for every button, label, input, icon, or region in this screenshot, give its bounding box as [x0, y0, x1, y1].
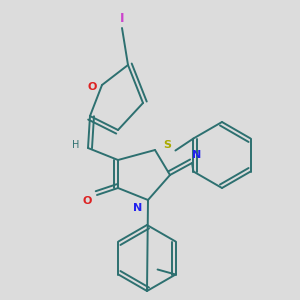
Text: O: O [82, 196, 92, 206]
Text: H: H [72, 140, 80, 150]
Text: N: N [134, 203, 142, 213]
Text: S: S [163, 140, 171, 150]
Text: O: O [87, 82, 97, 92]
Text: N: N [192, 150, 202, 160]
Text: I: I [120, 11, 124, 25]
